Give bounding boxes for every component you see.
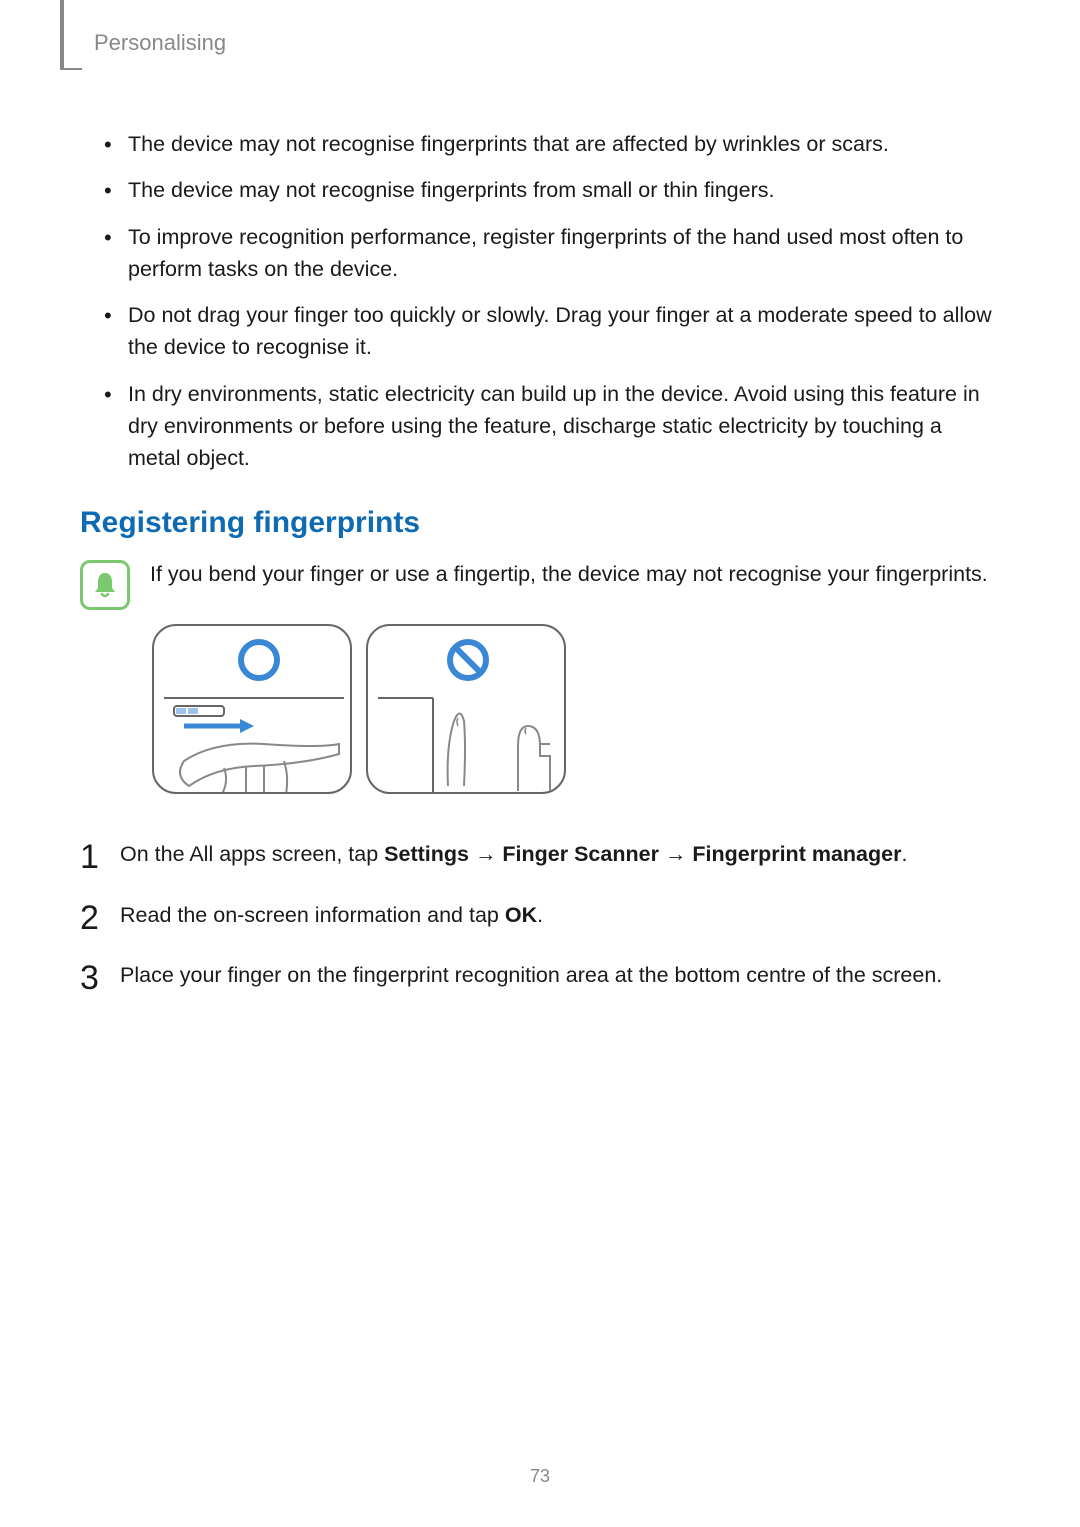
step-1: On the All apps screen, tap Settings → F… — [80, 838, 1000, 870]
steps-list: On the All apps screen, tap Settings → F… — [80, 838, 1000, 991]
section-header: Personalising — [94, 30, 226, 56]
bullet-item: Do not drag your finger too quickly or s… — [128, 299, 1000, 364]
page-content: The device may not recognise fingerprint… — [80, 128, 1000, 1019]
diagram-row — [152, 624, 1000, 794]
diagram-incorrect — [366, 624, 566, 794]
bold-ok: OK — [505, 903, 537, 927]
step-2: Read the on-screen information and tap O… — [80, 899, 1000, 931]
note-block: If you bend your finger or use a fingert… — [80, 558, 1000, 610]
step-end: . — [901, 842, 907, 866]
bold-fingerprint-manager: Fingerprint manager — [692, 842, 901, 866]
step-text: On the All apps screen, tap — [120, 842, 384, 866]
bullet-item: To improve recognition performance, regi… — [128, 221, 1000, 286]
page-number: 73 — [0, 1466, 1080, 1487]
bullet-item: The device may not recognise fingerprint… — [128, 174, 1000, 206]
note-bell-icon — [80, 560, 130, 610]
diagram-correct — [152, 624, 352, 794]
step-3: Place your finger on the fingerprint rec… — [80, 959, 1000, 991]
bullet-item: In dry environments, static electricity … — [128, 378, 1000, 475]
bold-settings: Settings — [384, 842, 469, 866]
note-text: If you bend your finger or use a fingert… — [150, 558, 988, 590]
step-text: Read the on-screen information and tap — [120, 903, 505, 927]
arrow: → — [659, 842, 692, 866]
step-end: . — [537, 903, 543, 927]
heading-registering: Registering fingerprints — [80, 506, 1000, 540]
bullet-item: The device may not recognise fingerprint… — [128, 128, 1000, 160]
arrow: → — [469, 842, 502, 866]
bold-finger-scanner: Finger Scanner — [502, 842, 659, 866]
bullet-list: The device may not recognise fingerprint… — [80, 128, 1000, 474]
header-rule — [60, 0, 64, 70]
